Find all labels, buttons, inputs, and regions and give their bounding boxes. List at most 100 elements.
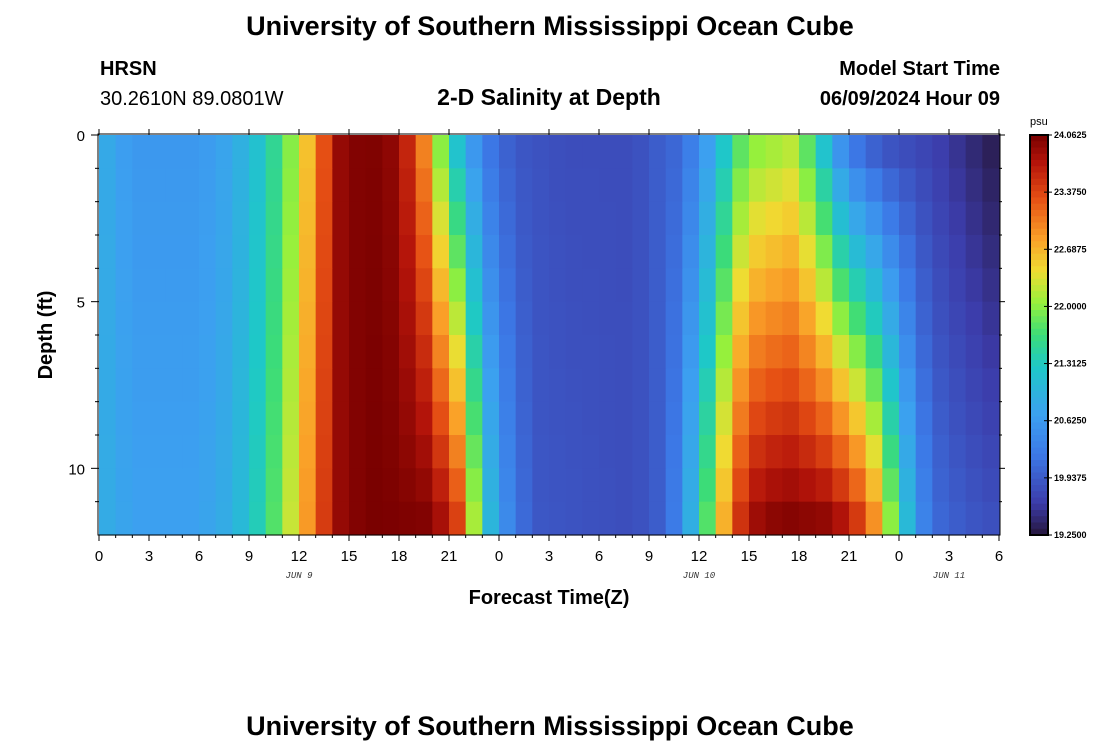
- heatmap-cell: [799, 401, 817, 436]
- x-tick-label: 12: [691, 548, 708, 565]
- heatmap-cell: [199, 235, 217, 269]
- heatmap-cell: [599, 468, 617, 503]
- heatmap-cell: [332, 501, 350, 536]
- heatmap-cell: [232, 335, 250, 369]
- heatmap-cell: [382, 401, 400, 436]
- heatmap-cell: [865, 268, 883, 303]
- heatmap-cell: [665, 135, 683, 169]
- heatmap-cell: [515, 268, 533, 303]
- heatmap-cell: [649, 135, 667, 169]
- heatmap-cell: [132, 468, 150, 503]
- heatmap-cell: [415, 168, 433, 203]
- heatmap-cell: [849, 301, 867, 336]
- heatmap-cell: [332, 235, 350, 269]
- x-tick-label: 9: [645, 548, 653, 565]
- heatmap-cell: [765, 435, 783, 469]
- heatmap-cell: [765, 335, 783, 369]
- heatmap-cell: [549, 201, 567, 236]
- heatmap-cell: [699, 135, 717, 169]
- heatmap-cell: [465, 401, 483, 436]
- heatmap-cell: [565, 435, 583, 469]
- heatmap-cell: [332, 268, 350, 303]
- heatmap-cell: [199, 168, 217, 203]
- heatmap-cell: [832, 368, 850, 403]
- heatmap-cell: [965, 401, 983, 436]
- colorbar-swatch: [1030, 247, 1048, 255]
- heatmap-cell: [715, 335, 733, 369]
- heatmap-cell: [815, 135, 833, 169]
- heatmap-cell: [382, 268, 400, 303]
- heatmap-cell: [849, 435, 867, 469]
- heatmap-cell: [765, 168, 783, 203]
- heatmap-cell: [249, 135, 267, 169]
- heatmap-cell: [99, 468, 117, 503]
- heatmap-cell: [982, 435, 1000, 469]
- heatmap-cell: [465, 268, 483, 303]
- colorbar-swatch: [1030, 210, 1048, 217]
- heatmap-cell: [832, 501, 850, 536]
- heatmap-cell: [765, 401, 783, 436]
- heatmap-cell: [315, 435, 333, 469]
- heatmap-cell: [165, 235, 183, 269]
- colorbar-swatch: [1030, 485, 1048, 492]
- heatmap-cell: [565, 168, 583, 203]
- heatmap-cell: [482, 368, 500, 403]
- heatmap-cell: [265, 368, 283, 403]
- colorbar-swatch: [1030, 291, 1048, 299]
- heatmap-cell: [132, 168, 150, 203]
- heatmap-cell: [449, 168, 467, 203]
- heatmap-cell: [582, 335, 600, 369]
- heatmap-cell: [165, 335, 183, 369]
- heatmap-cell: [332, 468, 350, 503]
- colorbar-swatch: [1030, 297, 1048, 305]
- heatmap-cell: [732, 401, 750, 436]
- heatmap-cell: [732, 235, 750, 269]
- heatmap-cell: [249, 401, 267, 436]
- heatmap-cell: [199, 301, 217, 336]
- heatmap-cell: [349, 301, 367, 336]
- heatmap-cell: [149, 435, 167, 469]
- heatmap-cell: [465, 135, 483, 169]
- heatmap-cell: [199, 401, 217, 436]
- heatmap-cell: [599, 301, 617, 336]
- heatmap-cell: [682, 268, 700, 303]
- heatmap-cell: [899, 235, 917, 269]
- heatmap-cell: [215, 501, 233, 536]
- colorbar-swatch: [1030, 266, 1048, 274]
- heatmap-cell: [515, 135, 533, 169]
- heatmap-cell: [565, 368, 583, 403]
- heatmap-cell: [932, 435, 950, 469]
- heatmap-cell: [432, 468, 450, 503]
- y-axis-title: Depth (ft): [35, 291, 57, 380]
- heatmap-cell: [599, 235, 617, 269]
- heatmap-cell: [149, 368, 167, 403]
- heatmap-cell: [649, 401, 667, 436]
- heatmap-cell: [215, 368, 233, 403]
- heatmap-cell: [715, 501, 733, 536]
- heatmap-cell: [299, 235, 317, 269]
- heatmap-cell: [482, 168, 500, 203]
- heatmap-cell: [249, 368, 267, 403]
- heatmap-cell: [549, 368, 567, 403]
- heatmap-cell: [949, 168, 967, 203]
- y-tick-label: 0: [77, 128, 85, 145]
- heatmap-cell: [132, 301, 150, 336]
- heatmap-cell: [749, 301, 767, 336]
- heatmap-cell: [165, 168, 183, 203]
- heatmap-cell: [732, 368, 750, 403]
- heatmap-cell: [949, 501, 967, 536]
- heatmap-cell: [949, 435, 967, 469]
- heatmap-cell: [432, 368, 450, 403]
- heatmap-cell: [932, 468, 950, 503]
- heatmap-cell: [899, 268, 917, 303]
- heatmap-cell: [349, 235, 367, 269]
- heatmap-cell: [432, 201, 450, 236]
- heatmap-cell: [182, 168, 200, 203]
- heatmap-cell: [832, 135, 850, 169]
- heatmap-cell: [599, 501, 617, 536]
- heatmap-cell: [99, 301, 117, 336]
- heatmap-cell: [782, 335, 800, 369]
- plot-subtitle: 2-D Salinity at Depth: [437, 84, 661, 110]
- heatmap-cell: [299, 201, 317, 236]
- heatmap-cell: [165, 435, 183, 469]
